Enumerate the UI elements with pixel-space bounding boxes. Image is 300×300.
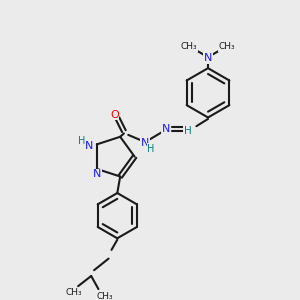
Text: H: H [147,143,155,154]
Text: N: N [85,141,93,151]
Text: H: H [78,136,85,146]
Text: N: N [162,124,170,134]
Text: O: O [110,110,119,120]
Text: CH₃: CH₃ [97,292,113,300]
Text: N: N [93,169,102,179]
Text: CH₃: CH₃ [181,43,197,52]
Text: H: H [184,125,192,136]
Text: CH₃: CH₃ [219,43,235,52]
Text: CH₃: CH₃ [65,288,82,297]
Text: N: N [141,138,149,148]
Text: N: N [204,53,212,63]
